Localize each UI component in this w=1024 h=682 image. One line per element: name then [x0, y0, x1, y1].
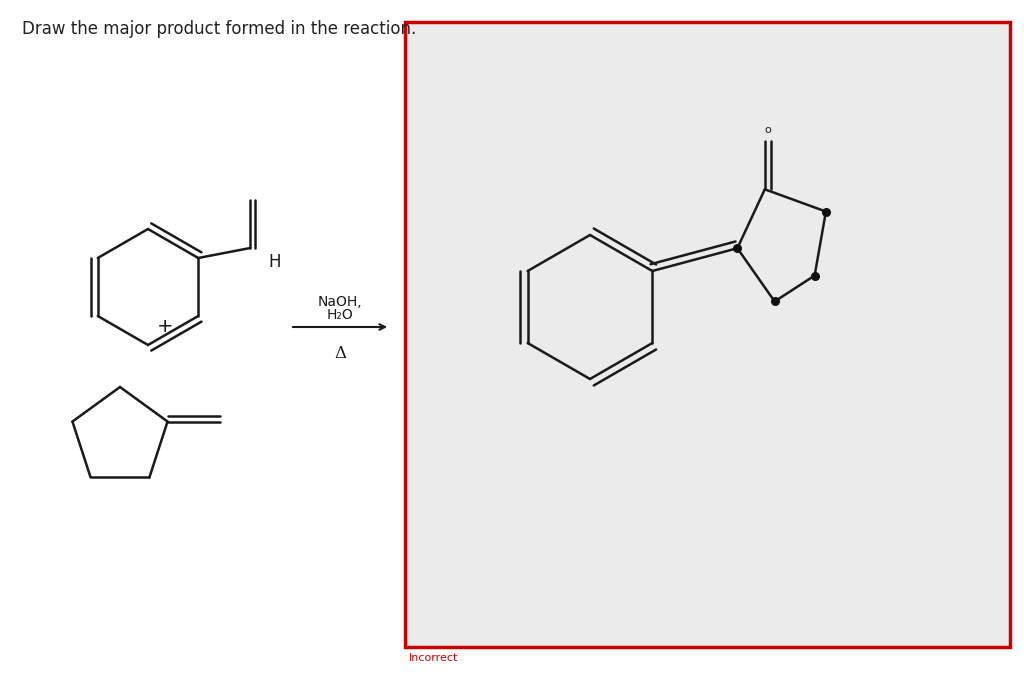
- Text: Incorrect: Incorrect: [409, 653, 459, 663]
- Text: o: o: [765, 125, 771, 135]
- Text: NaOH,: NaOH,: [317, 295, 362, 309]
- Text: Δ: Δ: [334, 345, 346, 362]
- Bar: [406, 22, 1010, 647]
- Text: H₂O: H₂O: [327, 308, 353, 322]
- Text: H: H: [268, 253, 281, 271]
- Text: Draw the major product formed in the reaction.: Draw the major product formed in the rea…: [22, 20, 416, 38]
- Text: +: +: [157, 318, 173, 336]
